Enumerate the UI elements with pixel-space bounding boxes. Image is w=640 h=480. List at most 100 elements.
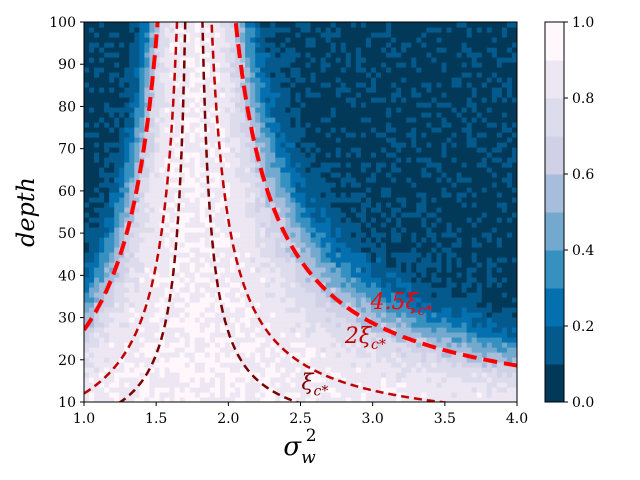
heatmap-cell xyxy=(255,177,261,183)
heatmap-cell xyxy=(355,237,362,243)
heatmap-cell xyxy=(104,237,110,243)
heatmap-cell xyxy=(330,367,337,373)
heatmap-cell xyxy=(169,77,176,83)
heatmap-cell xyxy=(209,267,216,273)
heatmap-cell xyxy=(335,137,342,143)
heatmap-cell xyxy=(129,267,135,273)
heatmap-cell xyxy=(209,287,216,293)
heatmap-cell xyxy=(230,182,236,188)
heatmap-cell xyxy=(184,287,191,293)
heatmap-cell xyxy=(84,257,90,263)
heatmap-cell xyxy=(129,132,135,138)
heatmap-cell xyxy=(365,142,372,148)
heatmap-cell xyxy=(124,257,130,263)
heatmap-cell xyxy=(94,202,100,208)
heatmap-cell xyxy=(109,157,115,163)
heatmap-cell xyxy=(376,307,382,313)
heatmap-cell xyxy=(199,337,206,343)
heatmap-cell xyxy=(401,37,407,43)
heatmap-cell xyxy=(285,292,292,298)
heatmap-cell xyxy=(275,227,281,233)
heatmap-cell xyxy=(300,57,307,63)
heatmap-cell xyxy=(391,267,397,273)
heatmap-cell xyxy=(154,27,161,33)
heatmap-cell xyxy=(330,197,337,203)
heatmap-cell xyxy=(114,212,120,218)
heatmap-cell xyxy=(265,127,271,133)
heatmap-cell xyxy=(255,347,261,353)
heatmap-cell xyxy=(386,367,392,373)
heatmap-cell xyxy=(154,377,161,383)
heatmap-cell xyxy=(134,332,140,338)
heatmap-cell xyxy=(345,117,352,123)
heatmap-cell xyxy=(355,322,362,328)
heatmap-cell xyxy=(365,67,372,73)
heatmap-cell xyxy=(280,82,286,88)
heatmap-cell xyxy=(119,282,125,288)
heatmap-cell xyxy=(230,132,236,138)
heatmap-cell xyxy=(270,347,276,353)
heatmap-cell xyxy=(325,137,332,143)
heatmap-cell xyxy=(396,302,402,308)
heatmap-cell xyxy=(245,307,251,313)
heatmap-cell xyxy=(250,362,256,368)
heatmap-cell xyxy=(265,382,271,388)
heatmap-cell xyxy=(370,372,377,378)
heatmap-cell xyxy=(114,162,120,168)
heatmap-cell xyxy=(260,342,266,348)
heatmap-cell xyxy=(355,152,362,158)
heatmap-cell xyxy=(340,367,347,373)
heatmap-cell xyxy=(320,72,327,78)
heatmap-cell xyxy=(174,177,181,183)
heatmap-cell xyxy=(94,117,100,123)
heatmap-cell xyxy=(99,292,105,298)
heatmap-cell xyxy=(325,237,332,243)
heatmap-cell xyxy=(280,217,286,223)
heatmap-cell xyxy=(174,397,181,402)
heatmap-cell xyxy=(144,252,151,258)
heatmap-cell xyxy=(134,67,140,73)
heatmap-cell xyxy=(84,162,90,168)
heatmap-cell xyxy=(174,287,181,293)
heatmap-cell xyxy=(360,372,367,378)
heatmap-cell xyxy=(139,267,146,273)
heatmap-cell xyxy=(396,267,402,273)
heatmap-cell xyxy=(376,162,382,168)
heatmap-cell xyxy=(84,247,90,253)
heatmap-cell xyxy=(355,127,362,133)
heatmap-cell xyxy=(335,102,342,108)
heatmap-cell xyxy=(184,132,191,138)
heatmap-cell xyxy=(340,167,347,173)
heatmap-cell xyxy=(396,392,402,398)
heatmap-cell xyxy=(290,397,297,402)
heatmap-cell xyxy=(109,297,115,303)
heatmap-cell xyxy=(134,117,140,123)
heatmap-cell xyxy=(144,82,151,88)
heatmap-cell xyxy=(335,232,342,238)
heatmap-cell xyxy=(381,267,387,273)
heatmap-cell xyxy=(285,322,292,328)
heatmap-cell xyxy=(235,137,241,143)
heatmap-cell xyxy=(360,332,367,338)
heatmap-cell xyxy=(265,142,271,148)
heatmap-cell xyxy=(235,122,241,128)
heatmap-cell xyxy=(189,332,196,338)
heatmap-cell xyxy=(350,92,357,98)
heatmap-cell xyxy=(365,367,372,373)
heatmap-cell xyxy=(376,87,382,93)
heatmap-cell xyxy=(94,252,100,258)
heatmap-cell xyxy=(310,147,317,153)
heatmap-cell xyxy=(320,32,327,38)
heatmap-cell xyxy=(350,47,357,53)
heatmap-cell xyxy=(109,82,115,88)
heatmap-cell xyxy=(305,127,312,133)
heatmap-cell xyxy=(340,257,347,263)
heatmap-cell xyxy=(240,387,246,393)
heatmap-cell xyxy=(214,287,221,293)
heatmap-cell xyxy=(290,162,297,168)
heatmap-cell xyxy=(144,307,151,313)
heatmap-cell xyxy=(370,347,377,353)
heatmap-cell xyxy=(99,397,105,402)
heatmap-cell xyxy=(235,157,241,163)
heatmap-cell xyxy=(179,132,186,138)
